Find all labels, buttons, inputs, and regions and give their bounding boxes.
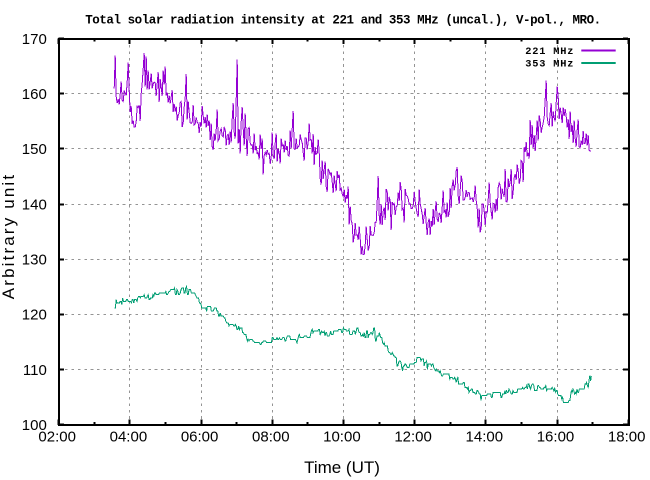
- svg-text:120: 120: [22, 307, 47, 324]
- svg-text:130: 130: [22, 252, 47, 269]
- svg-text:150: 150: [22, 141, 47, 158]
- svg-text:18:00: 18:00: [608, 429, 646, 446]
- svg-text:Arbitrary unit: Arbitrary unit: [0, 173, 18, 299]
- svg-text:04:00: 04:00: [110, 429, 148, 446]
- svg-text:16:00: 16:00: [537, 429, 575, 446]
- svg-text:12:00: 12:00: [394, 429, 432, 446]
- svg-text:06:00: 06:00: [181, 429, 219, 446]
- svg-text:353 MHz: 353 MHz: [525, 58, 574, 70]
- svg-text:160: 160: [22, 86, 47, 103]
- svg-text:140: 140: [22, 196, 47, 213]
- svg-text:10:00: 10:00: [323, 429, 361, 446]
- svg-text:Total solar radiation intensit: Total solar radiation intensity at 221 a…: [85, 13, 600, 27]
- svg-text:Time (UT): Time (UT): [304, 458, 380, 477]
- svg-text:110: 110: [23, 362, 47, 379]
- svg-text:221 MHz: 221 MHz: [525, 46, 574, 58]
- svg-text:02:00: 02:00: [38, 429, 76, 446]
- svg-text:100: 100: [22, 417, 47, 434]
- svg-text:08:00: 08:00: [252, 429, 290, 446]
- svg-text:14:00: 14:00: [466, 429, 504, 446]
- svg-text:170: 170: [22, 31, 47, 48]
